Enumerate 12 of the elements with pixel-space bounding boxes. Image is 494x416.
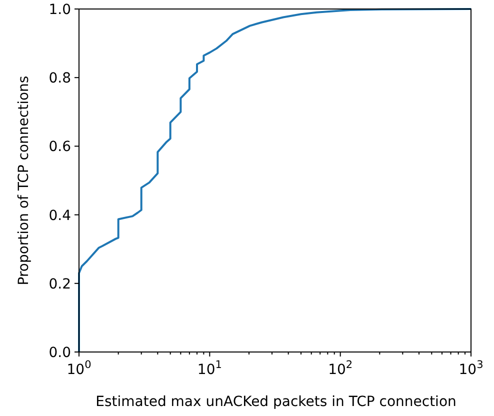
x-tick-label: 10$^{1}$ — [197, 359, 222, 378]
x-tick-label: 10$^{2}$ — [328, 359, 353, 378]
y-axis-title: Proportion of TCP connections — [16, 76, 32, 286]
x-tick-label: 10$^{0}$ — [66, 359, 92, 378]
y-tick-label: 0.6 — [48, 139, 72, 156]
y-tick-label: 0.2 — [48, 276, 71, 292]
x-tick-label: 10$^{3}$ — [458, 359, 484, 378]
x-axis-title: Estimated max unACKed packets in TCP connection — [96, 394, 456, 410]
y-tick-label: 0.4 — [48, 208, 72, 224]
y-tick-label: 1.0 — [48, 2, 71, 18]
y-tick-label: 0.8 — [48, 70, 71, 87]
y-tick-label: 0.0 — [48, 345, 71, 361]
